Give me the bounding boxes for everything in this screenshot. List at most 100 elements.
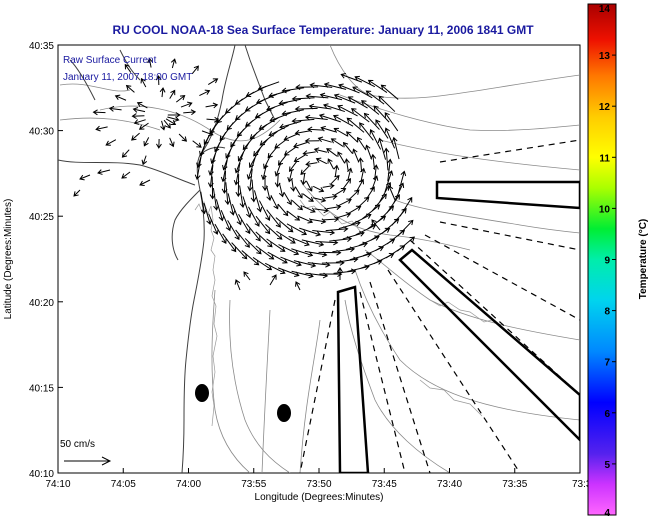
current-vector — [335, 212, 352, 219]
current-vector — [267, 251, 288, 264]
colorbar-tick-label: 6 — [604, 409, 610, 420]
current-vector — [298, 215, 314, 224]
current-vector — [300, 173, 307, 186]
current-vector — [275, 217, 294, 233]
colorbar-tick-label: 13 — [599, 51, 611, 62]
current-vector — [312, 185, 325, 193]
y-tick-label: 40:35 — [29, 41, 54, 52]
current-vector — [121, 171, 131, 179]
current-vector — [304, 250, 328, 258]
current-vector — [169, 137, 175, 148]
current-vector — [136, 101, 148, 109]
current-vector — [357, 157, 364, 172]
current-vector — [333, 164, 340, 177]
current-vector — [294, 106, 318, 112]
current-vector — [208, 213, 219, 235]
current-vector — [266, 185, 273, 202]
current-vector — [248, 147, 261, 169]
current-vector — [207, 78, 219, 85]
current-vector — [278, 98, 301, 106]
current-vector — [383, 147, 390, 171]
current-vector — [255, 231, 273, 248]
current-vector — [356, 178, 364, 192]
current-vector — [283, 192, 292, 206]
current-vector — [318, 249, 342, 256]
current-vector — [318, 113, 341, 123]
current-vector — [283, 133, 299, 141]
colorbar-tick-label: 8 — [604, 307, 610, 318]
current-vector — [377, 137, 387, 160]
current-vector — [131, 132, 140, 141]
current-vector — [347, 167, 353, 181]
current-vector — [344, 158, 350, 172]
current-vector — [359, 122, 374, 141]
current-vector — [305, 180, 313, 192]
current-vector — [265, 224, 283, 240]
current-vector — [323, 82, 347, 90]
contour-line — [344, 299, 451, 473]
y-tick-label: 40:10 — [29, 469, 54, 480]
contour-line — [299, 179, 471, 251]
current-vector — [302, 205, 316, 213]
current-vector — [324, 193, 338, 200]
current-vector — [191, 65, 199, 75]
current-vector — [124, 63, 132, 73]
beam-line — [424, 234, 580, 321]
current-vector — [253, 138, 269, 157]
current-vector — [238, 214, 251, 235]
current-vector — [143, 137, 150, 147]
current-vector — [375, 119, 389, 139]
current-vector — [121, 149, 130, 158]
colorbar-tick-label: 10 — [599, 204, 611, 215]
current-vector — [360, 167, 366, 183]
current-vector — [214, 223, 227, 245]
x-tick-label: 73:40 — [437, 479, 462, 490]
current-vector — [315, 157, 328, 165]
coast-path — [69, 49, 141, 101]
current-vector — [326, 148, 338, 157]
current-vector — [277, 267, 300, 277]
current-vector — [333, 93, 356, 104]
current-vector — [345, 131, 358, 143]
current-vector — [270, 195, 279, 210]
current-vector — [220, 209, 232, 232]
colorbar-tick-label: 5 — [604, 460, 610, 471]
current-vector — [305, 161, 318, 167]
current-vector — [277, 153, 288, 166]
current-vector — [141, 155, 148, 166]
current-vector — [231, 242, 248, 260]
contour-line — [329, 45, 580, 99]
current-vector — [108, 105, 122, 112]
current-vector — [307, 126, 324, 133]
current-vector — [322, 183, 335, 189]
current-vector — [317, 136, 332, 143]
current-vector — [221, 170, 228, 194]
x-tick-label: 73:55 — [241, 479, 266, 490]
current-vector — [252, 257, 273, 271]
coastline — [58, 45, 276, 473]
current-vector — [293, 260, 317, 268]
current-vector — [391, 136, 400, 160]
current-vector — [231, 203, 242, 226]
beam-polygon — [398, 248, 580, 442]
beam-line — [369, 281, 431, 473]
current-vector — [333, 268, 357, 275]
current-vectors — [73, 57, 416, 291]
current-vector — [302, 193, 314, 202]
current-vector — [347, 205, 362, 215]
current-vector — [206, 116, 220, 123]
current-vector — [199, 89, 211, 96]
current-vector — [329, 236, 353, 242]
contour-line — [299, 319, 321, 473]
current-vector — [294, 129, 311, 136]
x-tick-label: 73:45 — [372, 479, 397, 490]
scale-arrow — [64, 456, 112, 466]
beam-polygon — [336, 285, 370, 473]
current-vector — [253, 190, 263, 213]
detail-path — [419, 379, 483, 417]
current-vector — [290, 178, 296, 192]
current-vector — [338, 198, 352, 207]
current-vector — [342, 231, 365, 240]
y-tick-label: 40:30 — [29, 127, 54, 138]
